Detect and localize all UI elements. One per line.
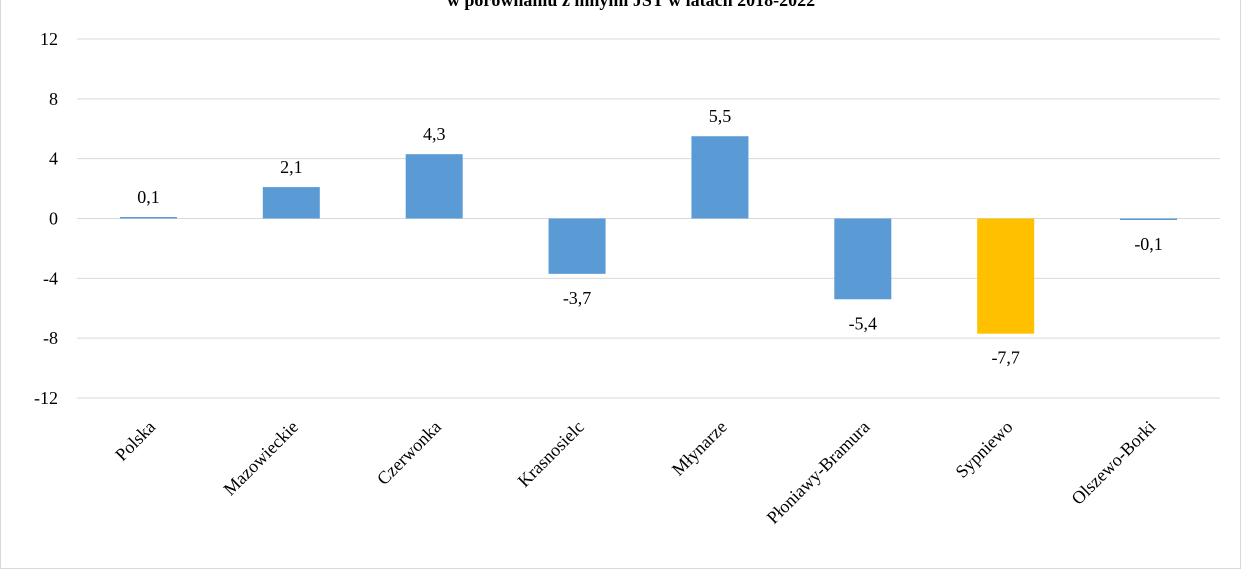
category-labels: Polska Mazowieckie Czerwonka Krasnosielc Mły… [111,417,1159,528]
y-tick-label: 8 [49,89,58,109]
chart-title: w porównaniu z innymi JST w latach 2018-… [447,0,815,10]
data-label: -0,1 [1134,234,1163,254]
y-tick-label: 4 [49,149,58,169]
bar [262,187,320,219]
category-label: Mazowieckie [219,417,302,500]
bar [119,217,177,219]
data-label: -5,4 [849,313,878,333]
y-axis-ticks: 12 8 4 0 -4 -8 -12 [34,29,58,408]
bar [977,218,1035,334]
bar [548,218,606,274]
data-label: 5,5 [709,106,732,126]
y-tick-label: -4 [43,268,58,288]
bars [119,136,1178,334]
category-label: Czerwonka [373,417,445,489]
category-label: Krasnosielc [514,417,588,491]
data-labels: 0,1 2,1 4,3 -3,7 5,5 -5,4 -7,7 -0,1 [137,106,1163,367]
data-label: 2,1 [280,157,303,177]
data-label: 4,3 [423,124,446,144]
category-label: Sypniewo [951,417,1016,482]
gridlines [77,38,1220,399]
category-label: Polska [111,417,159,465]
y-tick-label: -8 [43,328,58,348]
y-tick-label: 12 [40,29,58,49]
data-label: -3,7 [563,288,592,308]
category-label: Płoniawy-Bramura [763,417,874,528]
bar [405,154,463,219]
category-label: Młynarze [668,417,731,480]
bar [834,218,892,300]
bar [691,136,749,219]
data-label: 0,1 [137,187,160,207]
data-label: -7,7 [991,348,1020,368]
bar [1120,218,1178,220]
y-tick-label: 0 [49,209,58,229]
category-label: Olszewo-Borki [1067,417,1159,509]
y-tick-label: -12 [34,388,58,408]
